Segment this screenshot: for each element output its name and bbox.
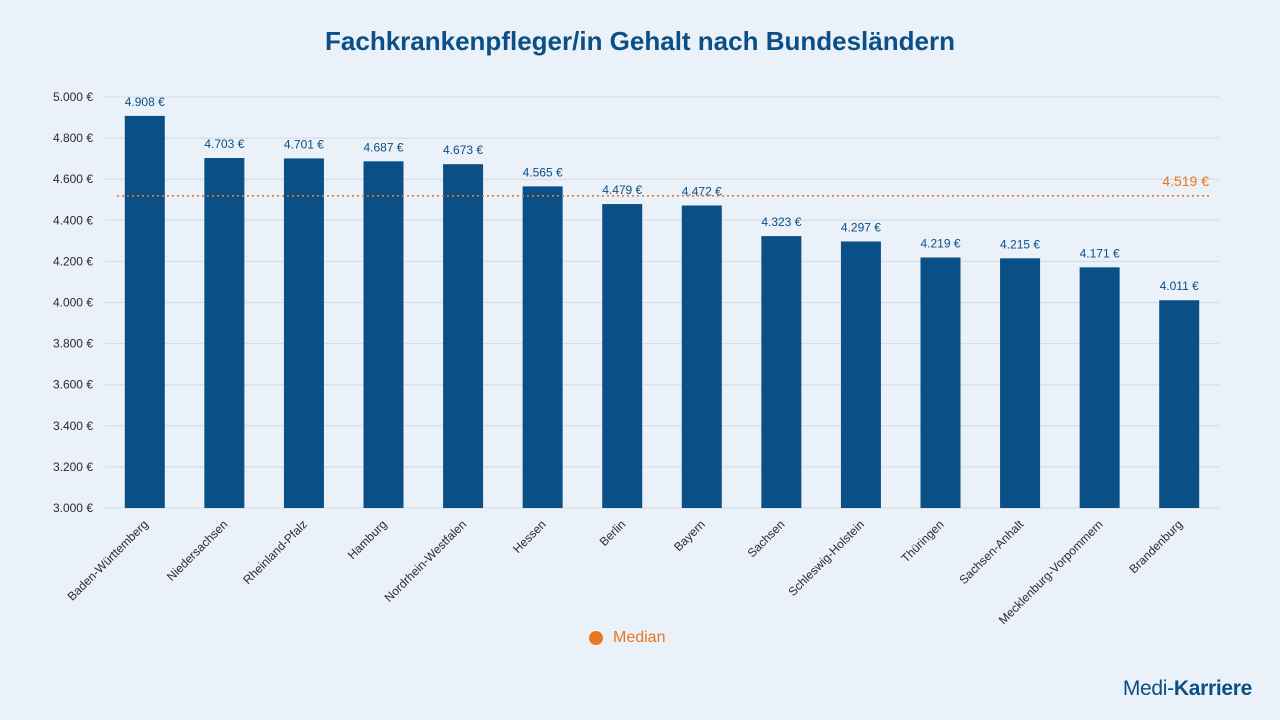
x-tick-label: Bayern — [671, 517, 708, 554]
bar — [204, 158, 245, 508]
data-label: 4.011 € — [1160, 279, 1199, 293]
y-tick-label: 3.000 € — [53, 501, 93, 515]
bar — [681, 205, 722, 508]
data-label: 4.323 € — [761, 215, 801, 229]
x-tick-label: Nordrhein-Westfalen — [382, 517, 470, 605]
y-tick-label: 4.800 € — [53, 131, 93, 145]
data-label: 4.703 € — [204, 137, 244, 151]
data-label: 4.297 € — [841, 220, 881, 234]
x-tick-label: Schleswig-Holstein — [785, 517, 867, 599]
data-label: 4.215 € — [1000, 237, 1040, 251]
legend-median-label: Median — [613, 629, 666, 646]
data-label: 4.565 € — [523, 165, 563, 179]
brand-logo-part2: Karriere — [1173, 677, 1252, 700]
bar — [840, 241, 881, 509]
x-tick-label: Brandenburg — [1126, 517, 1185, 576]
y-tick-label: 4.200 € — [53, 254, 93, 268]
bar — [124, 115, 165, 508]
data-label: 4.472 € — [682, 185, 722, 199]
y-tick-label: 3.800 € — [53, 337, 93, 351]
x-tick-label: Baden-Württemberg — [65, 517, 151, 603]
y-tick-label: 3.200 € — [53, 460, 93, 474]
bar — [283, 158, 324, 508]
data-label: 4.479 € — [602, 183, 642, 197]
bar — [602, 204, 643, 509]
median-label: 4.519 € — [1162, 173, 1209, 189]
bar — [1000, 258, 1041, 508]
bar — [522, 186, 563, 508]
x-tick-label: Hessen — [510, 517, 549, 556]
bar — [920, 257, 961, 508]
x-tick-label: Hamburg — [345, 517, 390, 562]
y-tick-label: 3.600 € — [53, 378, 93, 392]
y-tick-label: 4.000 € — [53, 296, 93, 310]
data-label: 4.701 € — [284, 137, 324, 151]
y-tick-label: 4.600 € — [53, 172, 93, 186]
legend-median-marker — [589, 631, 603, 645]
legend: Median — [589, 629, 665, 647]
data-label: 4.673 € — [443, 143, 483, 157]
bar — [443, 164, 484, 509]
brand-logo-part1: Medi- — [1122, 677, 1174, 700]
data-label: 4.908 € — [125, 95, 165, 109]
x-tick-label: Sachsen — [745, 517, 788, 560]
y-tick-label: 5.000 € — [53, 90, 93, 104]
data-label: 4.219 € — [920, 236, 960, 250]
x-tick-label: Sachsen-Anhalt — [956, 517, 1026, 587]
bar — [1079, 267, 1120, 508]
bar — [363, 161, 404, 508]
data-label: 4.171 € — [1080, 246, 1120, 260]
y-tick-label: 3.400 € — [53, 419, 93, 433]
x-tick-label: Berlin — [597, 517, 629, 549]
x-tick-label: Thüringen — [899, 517, 947, 565]
bar — [1159, 300, 1200, 508]
y-tick-label: 4.400 € — [53, 213, 93, 227]
x-tick-label: Rheinland-Pfalz — [240, 517, 310, 587]
bar — [761, 236, 802, 508]
chart-title: Fachkrankenpfleger/in Gehalt nach Bundes… — [325, 26, 955, 56]
x-tick-label: Niedersachsen — [164, 517, 231, 584]
brand-logo: Medi-Karriere — [1123, 677, 1252, 701]
data-label: 4.687 € — [363, 140, 403, 154]
